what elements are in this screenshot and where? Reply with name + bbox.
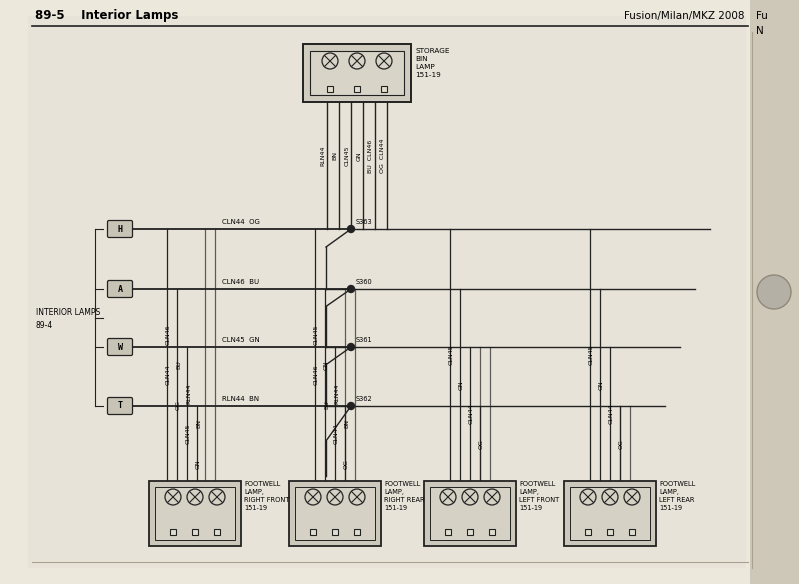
Text: BU: BU	[176, 361, 181, 369]
FancyBboxPatch shape	[303, 44, 411, 102]
Text: N: N	[756, 26, 764, 36]
Text: FOOTWELL
LAMP,
LEFT REAR
151-19: FOOTWELL LAMP, LEFT REAR 151-19	[659, 481, 695, 511]
Circle shape	[757, 275, 791, 309]
FancyBboxPatch shape	[332, 529, 338, 535]
FancyBboxPatch shape	[289, 481, 381, 546]
FancyBboxPatch shape	[629, 529, 635, 535]
Text: RLN44: RLN44	[334, 384, 339, 404]
Circle shape	[348, 286, 355, 293]
Text: GN: GN	[324, 360, 329, 370]
FancyBboxPatch shape	[467, 529, 473, 535]
Text: GN: GN	[356, 151, 361, 161]
Text: CLN44  OG: CLN44 OG	[222, 219, 260, 225]
FancyBboxPatch shape	[570, 487, 650, 540]
FancyBboxPatch shape	[214, 529, 220, 535]
Text: T: T	[117, 402, 122, 411]
FancyBboxPatch shape	[192, 529, 198, 535]
Text: S362: S362	[356, 396, 373, 402]
Text: CLN46: CLN46	[166, 325, 171, 345]
Text: FOOTWELL
LAMP,
LEFT FRONT
151-19: FOOTWELL LAMP, LEFT FRONT 151-19	[519, 481, 559, 511]
Text: CLN45: CLN45	[589, 345, 594, 365]
Text: GN: GN	[459, 380, 464, 390]
Text: INTERIOR LAMPS
89-4: INTERIOR LAMPS 89-4	[36, 308, 100, 330]
Text: STORAGE
BIN
LAMP
151-19: STORAGE BIN LAMP 151-19	[415, 48, 450, 78]
Text: OG: OG	[344, 459, 349, 469]
Text: GN: GN	[196, 459, 201, 469]
Text: Fusion/Milan/MKZ 2008: Fusion/Milan/MKZ 2008	[625, 11, 745, 21]
FancyBboxPatch shape	[28, 16, 746, 568]
FancyBboxPatch shape	[354, 86, 360, 92]
FancyBboxPatch shape	[310, 529, 316, 535]
Text: FOOTWELL
LAMP,
RIGHT REAR
151-19: FOOTWELL LAMP, RIGHT REAR 151-19	[384, 481, 424, 511]
Circle shape	[348, 402, 355, 409]
FancyBboxPatch shape	[149, 481, 241, 546]
FancyBboxPatch shape	[489, 529, 495, 535]
Text: CLN46: CLN46	[314, 365, 319, 385]
Circle shape	[348, 225, 355, 232]
FancyBboxPatch shape	[750, 0, 799, 584]
FancyBboxPatch shape	[170, 529, 176, 535]
Text: H: H	[117, 224, 122, 234]
Circle shape	[348, 343, 355, 350]
FancyBboxPatch shape	[108, 280, 133, 297]
FancyBboxPatch shape	[564, 481, 656, 546]
FancyBboxPatch shape	[381, 86, 387, 92]
Text: OG: OG	[479, 439, 484, 449]
Text: CLN45: CLN45	[449, 345, 454, 365]
FancyBboxPatch shape	[108, 339, 133, 356]
Text: S363: S363	[356, 219, 372, 225]
FancyBboxPatch shape	[108, 398, 133, 415]
Text: A: A	[117, 284, 122, 294]
FancyBboxPatch shape	[327, 86, 333, 92]
Text: 89-5    Interior Lamps: 89-5 Interior Lamps	[35, 9, 178, 23]
FancyBboxPatch shape	[108, 221, 133, 238]
FancyBboxPatch shape	[310, 51, 404, 95]
FancyBboxPatch shape	[585, 529, 591, 535]
Text: BN: BN	[344, 419, 349, 429]
Text: OG: OG	[176, 400, 181, 410]
Text: S360: S360	[356, 279, 373, 285]
Text: BN: BN	[332, 151, 337, 161]
FancyBboxPatch shape	[155, 487, 235, 540]
Text: Fu: Fu	[756, 11, 768, 21]
Text: CLN44: CLN44	[469, 404, 474, 425]
Text: OG: OG	[619, 439, 624, 449]
Text: CLN45: CLN45	[314, 325, 319, 345]
Text: CLN44: CLN44	[166, 364, 171, 385]
Text: CLN45  GN: CLN45 GN	[222, 337, 260, 343]
Text: CLN44: CLN44	[609, 404, 614, 425]
FancyBboxPatch shape	[607, 529, 613, 535]
Text: RLN44: RLN44	[320, 146, 325, 166]
FancyBboxPatch shape	[424, 481, 516, 546]
Text: CLN46  BU: CLN46 BU	[222, 279, 260, 285]
Text: S361: S361	[356, 337, 372, 343]
Text: CLN45: CLN45	[186, 424, 191, 444]
Text: OG  CLN44: OG CLN44	[380, 139, 385, 173]
FancyBboxPatch shape	[445, 529, 451, 535]
Text: W: W	[117, 342, 122, 352]
Text: RLN44  BN: RLN44 BN	[222, 396, 260, 402]
FancyBboxPatch shape	[295, 487, 375, 540]
FancyBboxPatch shape	[430, 487, 510, 540]
Text: BN: BN	[196, 419, 201, 429]
Text: GN: GN	[599, 380, 604, 390]
Text: RLN44: RLN44	[186, 384, 191, 404]
FancyBboxPatch shape	[354, 529, 360, 535]
Text: BU: BU	[324, 401, 329, 409]
Text: FOOTWELL
LAMP,
RIGHT FRONT
151-19: FOOTWELL LAMP, RIGHT FRONT 151-19	[244, 481, 289, 511]
Text: BU  CLN46: BU CLN46	[368, 140, 373, 173]
Text: CLN45: CLN45	[344, 146, 349, 166]
Text: CLN44: CLN44	[334, 423, 339, 444]
